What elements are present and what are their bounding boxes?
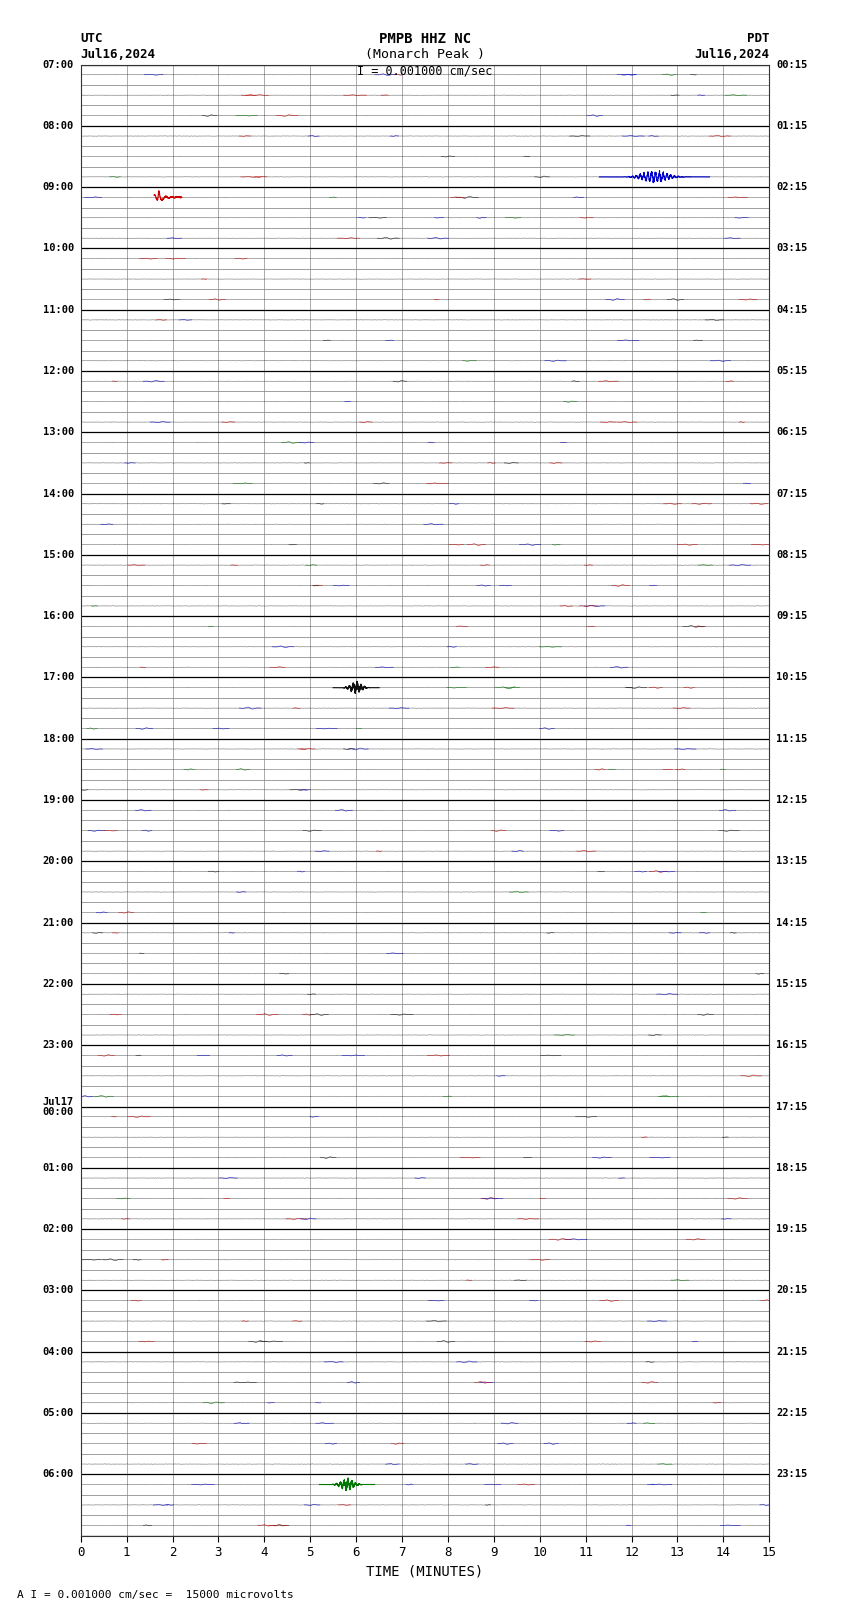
Text: 06:15: 06:15: [776, 427, 808, 437]
Text: 15:15: 15:15: [776, 979, 808, 989]
Text: 19:15: 19:15: [776, 1224, 808, 1234]
Text: 09:00: 09:00: [42, 182, 74, 192]
Text: UTC: UTC: [81, 32, 103, 45]
Text: 18:00: 18:00: [42, 734, 74, 744]
Text: (Monarch Peak ): (Monarch Peak ): [365, 48, 485, 61]
Text: 22:00: 22:00: [42, 979, 74, 989]
Text: 10:00: 10:00: [42, 244, 74, 253]
Text: 22:15: 22:15: [776, 1408, 808, 1418]
Text: 00:00: 00:00: [42, 1107, 74, 1116]
Text: 05:00: 05:00: [42, 1408, 74, 1418]
Text: 20:00: 20:00: [42, 857, 74, 866]
Text: 08:15: 08:15: [776, 550, 808, 560]
Text: 05:15: 05:15: [776, 366, 808, 376]
Text: 09:15: 09:15: [776, 611, 808, 621]
Text: 20:15: 20:15: [776, 1286, 808, 1295]
Text: 23:00: 23:00: [42, 1040, 74, 1050]
Text: 11:15: 11:15: [776, 734, 808, 744]
Text: 19:00: 19:00: [42, 795, 74, 805]
Text: 23:15: 23:15: [776, 1469, 808, 1479]
Text: 01:00: 01:00: [42, 1163, 74, 1173]
Text: 02:15: 02:15: [776, 182, 808, 192]
Text: 15:00: 15:00: [42, 550, 74, 560]
Text: 02:00: 02:00: [42, 1224, 74, 1234]
Text: 03:00: 03:00: [42, 1286, 74, 1295]
Text: 03:15: 03:15: [776, 244, 808, 253]
Text: 04:15: 04:15: [776, 305, 808, 315]
Text: 10:15: 10:15: [776, 673, 808, 682]
Text: Jul16,2024: Jul16,2024: [81, 48, 156, 61]
Text: 17:00: 17:00: [42, 673, 74, 682]
Text: 14:15: 14:15: [776, 918, 808, 927]
Text: 07:00: 07:00: [42, 60, 74, 69]
Text: 07:15: 07:15: [776, 489, 808, 498]
Text: 18:15: 18:15: [776, 1163, 808, 1173]
Text: 01:15: 01:15: [776, 121, 808, 131]
Text: 13:15: 13:15: [776, 857, 808, 866]
X-axis label: TIME (MINUTES): TIME (MINUTES): [366, 1565, 484, 1579]
Text: 13:00: 13:00: [42, 427, 74, 437]
Text: 17:15: 17:15: [776, 1102, 808, 1111]
Text: Jul17: Jul17: [42, 1097, 74, 1107]
Text: PMPB HHZ NC: PMPB HHZ NC: [379, 32, 471, 47]
Text: 06:00: 06:00: [42, 1469, 74, 1479]
Text: 00:15: 00:15: [776, 60, 808, 69]
Text: 21:00: 21:00: [42, 918, 74, 927]
Text: A I = 0.001000 cm/sec =  15000 microvolts: A I = 0.001000 cm/sec = 15000 microvolts: [17, 1590, 294, 1600]
Text: PDT: PDT: [747, 32, 769, 45]
Text: 16:00: 16:00: [42, 611, 74, 621]
Text: Jul16,2024: Jul16,2024: [694, 48, 769, 61]
Text: 12:15: 12:15: [776, 795, 808, 805]
Text: 14:00: 14:00: [42, 489, 74, 498]
Text: 11:00: 11:00: [42, 305, 74, 315]
Text: 08:00: 08:00: [42, 121, 74, 131]
Text: 16:15: 16:15: [776, 1040, 808, 1050]
Text: 04:00: 04:00: [42, 1347, 74, 1357]
Text: I = 0.001000 cm/sec: I = 0.001000 cm/sec: [357, 65, 493, 77]
Text: 12:00: 12:00: [42, 366, 74, 376]
Text: 21:15: 21:15: [776, 1347, 808, 1357]
